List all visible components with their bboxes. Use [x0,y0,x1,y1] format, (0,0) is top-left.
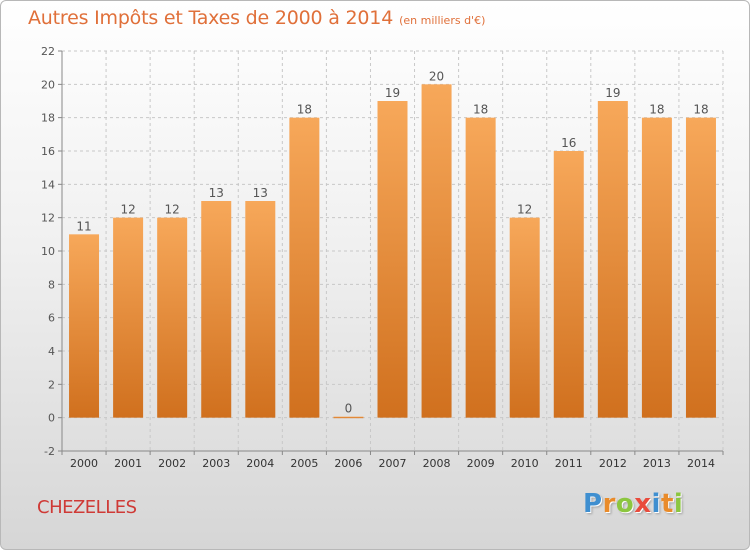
logo-letter: r [602,489,616,519]
y-tick-label: 6 [48,312,55,325]
bar [377,101,408,418]
y-tick-label: -2 [44,445,55,458]
data-label: 20 [429,69,444,83]
chart-title-text: Autres Impôts et Taxes de 2000 à 2014 [28,7,394,29]
x-tick-label: 2000 [70,457,98,470]
chart-title: Autres Impôts et Taxes de 2000 à 2014 (en… [28,7,485,29]
x-tick-label: 2012 [599,457,627,470]
x-tick-label: 2003 [202,457,230,470]
bar [509,217,540,418]
data-label: 19 [385,86,400,100]
x-tick-label: 2001 [114,457,142,470]
y-tick-label: 16 [41,145,55,158]
data-label: 18 [649,103,664,117]
logo-letter: o [615,489,635,519]
logo-letter: i [673,489,684,519]
x-tick-label: 2011 [555,457,583,470]
x-tick-label: 2004 [246,457,274,470]
x-tick-label: 2013 [643,457,671,470]
commune-name: CHEZELLES [37,497,137,518]
x-axis-ticks: 2000 2001 2002 2003 2004 2005 2006 2007 2008 2009… [70,457,715,470]
data-label: 12 [120,203,135,217]
y-tick-label: 2 [48,378,55,391]
x-tick-label: 2014 [687,457,715,470]
bar [245,201,276,418]
y-tick-label: 18 [41,112,55,125]
bar [157,217,188,418]
bar [69,234,100,418]
y-tick-label: 0 [48,412,55,425]
x-tick-label: 2008 [423,457,451,470]
bars [69,84,716,419]
y-axis-ticks: -2 0 2 4 6 8 10 12 14 16 18 20 22 [41,45,55,458]
data-label: 0 [345,402,353,416]
bar [421,84,452,418]
x-tick-label: 2006 [334,457,362,470]
data-label: 12 [517,203,532,217]
bar [465,117,496,418]
y-tick-label: 14 [41,178,55,191]
data-label: 13 [209,186,224,200]
y-tick-label: 4 [48,345,55,358]
logo-letter: x [634,489,652,519]
bar [289,117,320,418]
y-tick-label: 12 [41,212,55,225]
axes [58,50,724,455]
x-tick-label: 2010 [511,457,539,470]
logo-letter: P [583,489,603,519]
y-tick-label: 22 [41,45,55,58]
data-label: 18 [693,103,708,117]
x-tick-label: 2007 [379,457,407,470]
data-label: 18 [297,103,312,117]
bar [333,416,364,419]
x-tick-label: 2005 [290,457,318,470]
logo-letter: t [660,489,674,519]
data-label: 16 [561,136,576,150]
bar [597,101,628,418]
data-label: 19 [605,86,620,100]
proxiti-logo: Proxiti [583,489,683,519]
data-label: 12 [165,203,180,217]
bar [553,151,584,418]
chart-subtitle: (en milliers d'€) [399,14,486,27]
logo-letter: i [651,489,661,519]
y-tick-label: 8 [48,278,55,291]
data-labels: 11 12 12 13 13 18 0 19 20 18 12 16 19 18 18 [76,69,708,415]
bar [641,117,672,418]
y-tick-label: 20 [41,78,55,91]
bar [685,117,716,418]
x-tick-label: 2009 [467,457,495,470]
bar [113,217,144,418]
data-label: 13 [253,186,268,200]
data-label: 18 [473,103,488,117]
bar [201,201,232,418]
x-tick-label: 2002 [158,457,186,470]
y-tick-label: 10 [41,245,55,258]
data-label: 11 [76,219,91,233]
